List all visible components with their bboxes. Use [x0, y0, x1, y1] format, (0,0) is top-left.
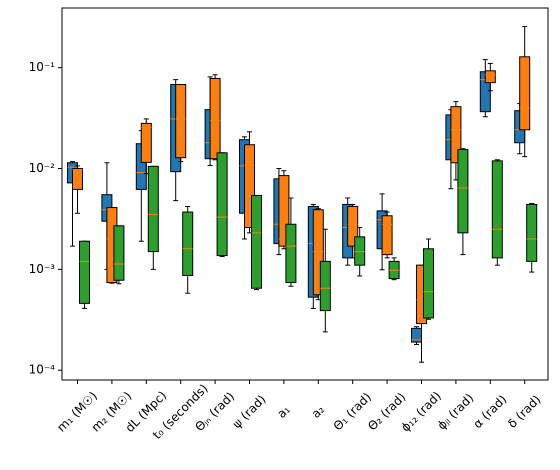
- x-tick-label: δ (rad): [505, 392, 543, 430]
- box: [319, 260, 331, 312]
- box: [526, 203, 538, 262]
- box: [347, 205, 359, 247]
- box: [285, 223, 297, 284]
- box: [140, 122, 152, 163]
- y-tick-label: 10⁻²: [29, 161, 56, 175]
- box: [519, 56, 531, 131]
- box: [312, 209, 324, 296]
- box: [175, 84, 187, 159]
- plot-frame: [61, 7, 549, 381]
- box: [484, 70, 496, 84]
- y-tick-label: 10⁻⁴: [29, 363, 56, 377]
- box: [457, 149, 469, 234]
- box: [251, 194, 262, 289]
- box: [79, 240, 90, 304]
- box: [113, 225, 125, 281]
- box: [209, 78, 221, 160]
- x-tick-label: ϕ₁₂ (rad): [398, 389, 444, 435]
- box: [278, 175, 290, 247]
- y-tick-label: 10⁻¹: [29, 60, 56, 74]
- box: [72, 167, 83, 190]
- x-tick-label: a₁: [274, 402, 293, 421]
- box: [491, 160, 503, 259]
- y-tick-label: 10⁻³: [29, 262, 56, 276]
- box: [147, 165, 159, 253]
- box: [182, 211, 194, 276]
- box: [354, 236, 366, 266]
- box: [381, 215, 393, 256]
- x-tick-label: a₂: [309, 402, 328, 421]
- box: [450, 106, 462, 164]
- box: [244, 144, 255, 228]
- box: [423, 248, 434, 319]
- x-tick-label: α (rad): [471, 392, 510, 431]
- box: [216, 152, 228, 257]
